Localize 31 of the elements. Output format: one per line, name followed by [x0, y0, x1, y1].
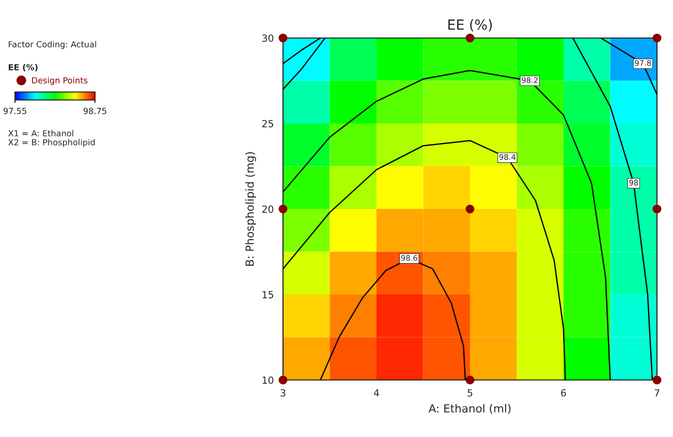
point — [652, 204, 662, 214]
point — [278, 376, 288, 384]
x-tick-label: 5 — [468, 389, 472, 397]
text: Factor Coding: Actual — [8, 40, 96, 50]
point — [466, 376, 474, 384]
color-bar-label: 98.75 — [84, 108, 106, 114]
chart-title: EE (%) — [448, 19, 492, 32]
line-series — [283, 140, 566, 380]
text: X2 = B: Phospholipid — [8, 138, 95, 148]
x-tick-label: 3 — [280, 389, 286, 397]
point — [652, 376, 662, 384]
color-bar-title: EE (%) — [8, 64, 38, 72]
legend-label: Design Points — [32, 77, 88, 86]
point — [466, 34, 474, 42]
text: X1 = A: Ethanol — [8, 130, 74, 136]
y-tick-label: 10 — [262, 376, 274, 384]
point — [466, 204, 474, 214]
y-tick-label: 25 — [262, 120, 274, 128]
point — [652, 34, 662, 42]
y-tick-label: 15 — [262, 291, 274, 298]
x-tick-label: 7 — [654, 389, 660, 396]
y-tick-label: 20 — [262, 205, 274, 213]
point — [278, 204, 288, 214]
line-series — [283, 70, 611, 380]
x-axis-title: A: Ethanol (ml) — [428, 404, 511, 414]
x-tick-label: 4 — [374, 389, 380, 396]
y-tick-label: 30 — [262, 34, 274, 42]
point — [278, 34, 288, 42]
x-tick-label: 6 — [561, 389, 566, 397]
y-axis-title: B: Phospholipid (mg) — [245, 152, 256, 266]
color-bar-label: 97.55 — [4, 108, 26, 114]
